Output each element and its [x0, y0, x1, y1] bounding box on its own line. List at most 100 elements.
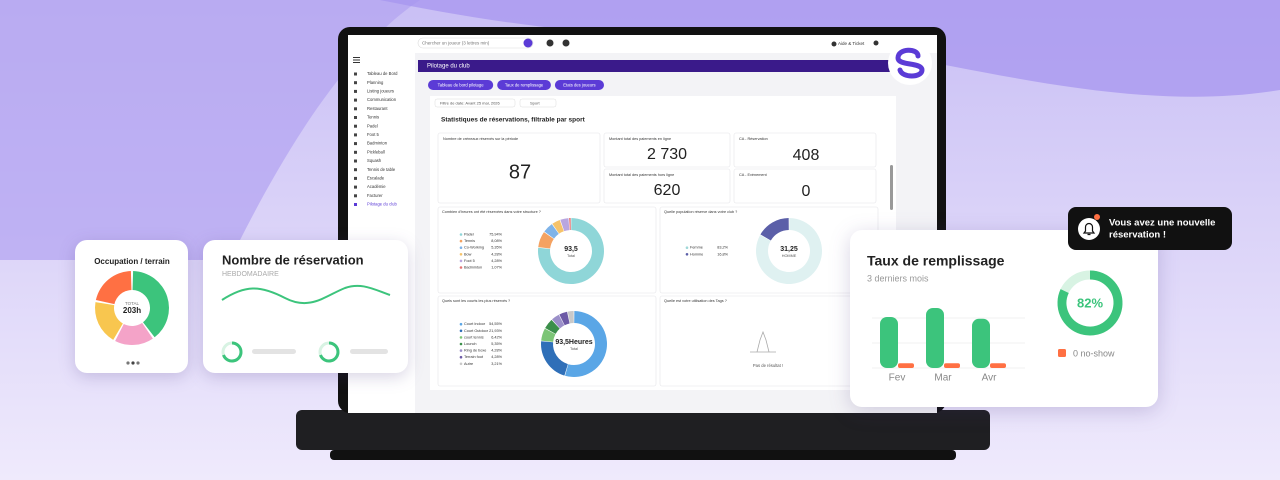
legend-value: 6,42%	[491, 335, 502, 339]
menu-item[interactable]: Badminton	[367, 141, 388, 146]
menu-item[interactable]: Facturer	[367, 193, 383, 198]
legend-swatch	[459, 342, 463, 346]
legend-label: 0 no-show	[1073, 348, 1115, 358]
card	[437, 132, 601, 204]
badge	[1094, 214, 1100, 220]
card	[603, 168, 731, 204]
legend-value: 54,55%	[489, 322, 503, 326]
month-label: Avr	[982, 373, 997, 384]
tab-label: Tableau de bord pilotage	[438, 83, 485, 88]
menu-item[interactable]: Planning	[367, 80, 384, 85]
pager-dot[interactable]	[136, 361, 140, 365]
legend-value: 83,2%	[717, 246, 728, 250]
menu-item[interactable]: Escalade	[367, 176, 385, 181]
fill-rate-title: Taux de remplissage	[867, 253, 1005, 269]
kpi-label: Nombre de créneaux réservés sur la pério…	[443, 137, 518, 141]
occupation-donut	[94, 271, 169, 345]
legend-value: 5,35%	[491, 246, 502, 250]
no-show-bar	[944, 363, 960, 368]
donut-segment	[756, 218, 823, 284]
tab-label: Etats des joueurs	[563, 83, 595, 88]
bell-bg	[1078, 218, 1100, 240]
scrollbar[interactable]	[890, 165, 893, 210]
kpi-label: CA - Réservation	[739, 137, 768, 141]
card	[659, 295, 879, 387]
fill-rate-chart: Fev Mar Avr 82% 0 no-show	[872, 270, 1123, 384]
help-link[interactable]: Aide & Ticket	[838, 41, 865, 46]
tab[interactable]	[497, 80, 551, 90]
search-button[interactable]	[523, 38, 533, 48]
menu-icon	[354, 133, 357, 137]
fill-bar	[880, 317, 898, 368]
ring	[222, 341, 243, 363]
notification[interactable]	[1068, 207, 1232, 250]
pager-dot[interactable]	[131, 361, 135, 365]
pager-dot[interactable]	[126, 361, 130, 365]
legend-value: 21,93%	[489, 329, 503, 333]
donut-center-value: 93,5	[564, 246, 578, 253]
icon[interactable]	[546, 39, 554, 47]
menu-item[interactable]: Listing joueurs	[367, 89, 394, 94]
menu-item[interactable]: Restaurant	[367, 106, 388, 111]
icon[interactable]	[562, 39, 570, 47]
donut-center-label: HOMME	[782, 254, 797, 258]
legend-name: Terrain foot	[464, 355, 484, 359]
placeholder-bar	[252, 349, 296, 354]
reservations-title: Nombre de réservation	[222, 252, 364, 267]
menu-icon	[354, 194, 357, 198]
date-filter[interactable]	[434, 98, 516, 108]
donut-segment	[541, 341, 568, 376]
legend-name: Tennis	[464, 239, 475, 243]
menu-icon	[354, 142, 357, 146]
help-icon	[831, 41, 837, 47]
menu-icon	[354, 116, 357, 119]
legend-swatch	[459, 355, 463, 359]
date-filter-label: Filtre de date: Avant 25 mai, 2026	[440, 101, 501, 106]
tab[interactable]	[428, 80, 494, 90]
menu-icon[interactable]	[353, 57, 360, 63]
kpi-label: Montant total des paiements en ligne	[609, 137, 671, 141]
donut-segment	[560, 218, 570, 232]
legend-value: 16,8%	[717, 252, 728, 256]
menu-icon	[354, 185, 357, 189]
no-show-bar	[898, 363, 914, 368]
menu-item[interactable]: Foot 5	[367, 132, 380, 137]
legend-name: Bow	[464, 252, 472, 256]
legend-swatch	[459, 322, 463, 326]
kpi-label: CA - Evènement	[739, 173, 768, 177]
search-box[interactable]	[417, 37, 534, 49]
tabs: Tableau de bord pilotage Taux de rempliss…	[428, 80, 604, 90]
bell-icon	[1082, 222, 1096, 236]
donut-segment	[541, 328, 556, 342]
menu-item[interactable]: Squash	[367, 158, 382, 163]
reservations-card	[203, 240, 408, 373]
menu-icon	[354, 98, 357, 102]
tab[interactable]	[554, 80, 604, 90]
user-icon[interactable]	[873, 40, 879, 46]
legend-swatch	[459, 266, 463, 269]
kpi-label: Montant total des paiements hors ligne	[609, 173, 674, 177]
sport-filter[interactable]	[519, 98, 557, 108]
ring	[319, 341, 340, 363]
menu-item[interactable]: Tennis de table	[367, 167, 396, 172]
menu-item[interactable]: Pilotage du club	[367, 202, 397, 207]
menu-item[interactable]: Communication	[367, 97, 397, 102]
laptop-foot	[330, 450, 956, 460]
legend-swatch	[459, 259, 463, 263]
menu-icon	[354, 89, 357, 93]
donut-segment	[94, 302, 123, 340]
legend-value: 4,28%	[491, 259, 502, 263]
menu-item[interactable]: Pickleball	[367, 149, 385, 154]
legend-value: 4,28%	[491, 355, 502, 359]
menu-item[interactable]: Académie	[367, 184, 386, 189]
menu-item[interactable]: Tableau de Bord	[367, 71, 398, 76]
legend-swatch	[685, 253, 689, 256]
legend-swatch	[459, 349, 463, 352]
sport-filter-label: Sport	[530, 101, 540, 106]
menu-item[interactable]: Tennis	[367, 115, 379, 120]
menu-item[interactable]: Padel	[367, 123, 378, 128]
search-placeholder: Chercher un joueur (3 lettres min)	[422, 41, 490, 46]
legend-name: Ring de boxe	[464, 349, 486, 353]
